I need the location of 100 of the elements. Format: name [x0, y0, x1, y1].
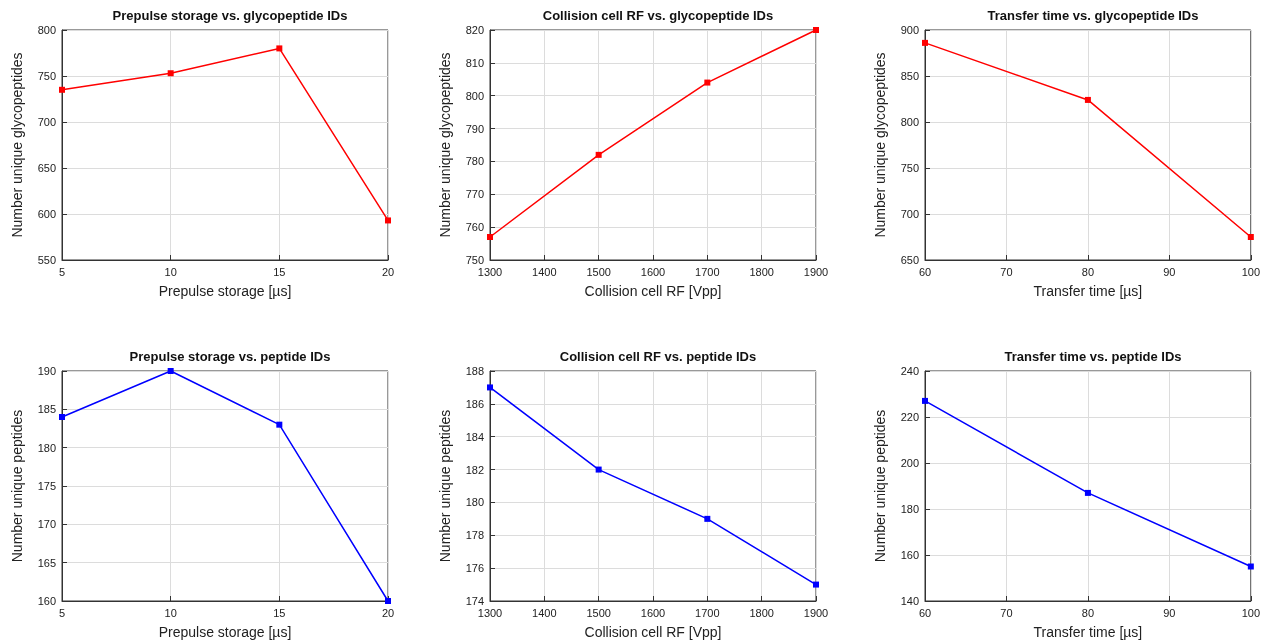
y-tick-label: 178: [465, 529, 484, 542]
y-tick-label: 188: [465, 365, 484, 377]
x-axis-title: Collision cell RF [Vpp]: [584, 624, 722, 640]
y-tick-label: 160: [37, 595, 56, 607]
point: [813, 27, 819, 33]
y-tick-label: 176: [465, 562, 484, 575]
y-axis-title: Number unique peptides: [872, 409, 888, 563]
y-axis-title: Number unique glycopeptides: [872, 52, 888, 238]
y-tick-label: 165: [37, 556, 56, 569]
y-tick-label: 170: [37, 518, 56, 531]
point: [704, 79, 711, 86]
y-tick-label: 200: [900, 457, 919, 469]
point: [385, 217, 391, 224]
point: [922, 39, 928, 46]
y-axis-title: Number unique peptides: [437, 409, 453, 563]
x-tick-label: 10: [164, 265, 177, 278]
point: [813, 581, 819, 588]
x-axis-title: Collision cell RF [Vpp]: [584, 283, 722, 299]
y-tick-label: 700: [900, 208, 919, 220]
line-series: [59, 368, 391, 604]
x-tick-label: 70: [1000, 606, 1013, 619]
x-tick-label: 80: [1081, 606, 1095, 619]
x-tick-label: 1700: [695, 265, 720, 278]
x-tick-label: 1700: [695, 606, 720, 619]
x-tick-label: 60: [918, 265, 932, 278]
y-tick-label: 800: [465, 89, 484, 102]
x-tick-label: 1900: [803, 606, 829, 619]
y-tick-label: 190: [37, 365, 56, 377]
point: [487, 384, 493, 391]
y-tick-label: 220: [900, 411, 919, 423]
x-tick-label: 1500: [586, 606, 611, 619]
y-tick-label: 180: [465, 496, 484, 509]
point: [704, 515, 711, 522]
point: [595, 151, 602, 158]
y-tick-label: 160: [900, 549, 919, 561]
y-tick-label: 550: [37, 254, 56, 266]
y-tick-label: 770: [465, 188, 484, 201]
y-tick-label: 650: [37, 162, 56, 174]
chart-title: Transfer time vs. peptide IDs: [1004, 349, 1182, 364]
y-tick-label: 180: [37, 441, 56, 454]
chart-title: Prepulse storage vs. peptide IDs: [129, 349, 331, 364]
y-tick-label: 900: [900, 24, 919, 36]
x-axis-title: Transfer time [µs]: [1033, 624, 1143, 640]
x-tick-label: 80: [1081, 265, 1095, 278]
x-tick-label: 1400: [532, 606, 557, 619]
point: [276, 45, 283, 52]
x-axis-title: Prepulse storage [µs]: [158, 283, 292, 299]
y-tick-label: 182: [465, 463, 484, 476]
y-tick-label: 185: [37, 403, 56, 416]
x-tick-label: 1300: [477, 606, 503, 619]
y-tick-label: 175: [37, 480, 56, 492]
x-tick-label: 100: [1241, 265, 1260, 278]
y-axis-title: Number unique peptides: [9, 409, 25, 563]
y-tick-label: 780: [465, 155, 484, 168]
point: [59, 414, 65, 420]
x-tick-label: 1600: [640, 265, 666, 278]
x-tick-label: 20: [381, 265, 395, 278]
point: [1084, 96, 1091, 103]
x-tick-label: 90: [1163, 606, 1176, 619]
x-axis-title: Transfer time [µs]: [1033, 283, 1143, 299]
x-tick-label: 1800: [749, 606, 774, 619]
point: [59, 86, 65, 93]
x-tick-label: 15: [273, 265, 286, 278]
x-axis-title: Prepulse storage [µs]: [158, 624, 292, 640]
chart-title: Prepulse storage vs. glycopeptide IDs: [112, 8, 348, 23]
point: [922, 397, 928, 404]
point: [1247, 563, 1254, 570]
point: [276, 421, 283, 428]
x-tick-label: 15: [273, 606, 286, 619]
x-tick-label: 1800: [749, 265, 774, 278]
x-tick-label: 1300: [477, 265, 503, 278]
x-tick-label: 10: [164, 606, 177, 619]
chart-title: Transfer time vs. glycopeptide IDs: [987, 8, 1199, 23]
y-axis-title: Number unique glycopeptides: [437, 52, 453, 238]
y-tick-label: 140: [900, 595, 919, 607]
x-tick-label: 100: [1241, 606, 1260, 619]
x-tick-label: 60: [918, 606, 932, 619]
x-tick-label: 1500: [586, 265, 611, 278]
y-axis-title: Number unique glycopeptides: [9, 52, 25, 238]
y-tick-label: 700: [37, 116, 56, 128]
y-tick-label: 760: [465, 221, 484, 234]
y-tick-label: 850: [900, 70, 919, 82]
y-tick-label: 750: [900, 162, 919, 174]
y-tick-label: 184: [465, 430, 484, 443]
x-tick-label: 5: [58, 265, 66, 278]
y-tick-label: 810: [465, 56, 484, 69]
y-tick-label: 820: [465, 24, 484, 36]
y-tick-label: 240: [900, 365, 919, 377]
point: [1084, 489, 1091, 496]
x-tick-label: 1600: [640, 606, 666, 619]
y-tick-label: 650: [900, 254, 919, 266]
y-tick-label: 750: [465, 254, 484, 266]
chart-title: Collision cell RF vs. glycopeptide IDs: [542, 8, 774, 23]
point: [167, 70, 174, 77]
point: [167, 368, 174, 374]
point: [1247, 234, 1254, 240]
x-tick-label: 90: [1163, 265, 1176, 278]
chart-title: Collision cell RF vs. peptide IDs: [559, 349, 757, 364]
x-tick-label: 20: [381, 606, 395, 619]
y-tick-label: 750: [37, 70, 56, 82]
